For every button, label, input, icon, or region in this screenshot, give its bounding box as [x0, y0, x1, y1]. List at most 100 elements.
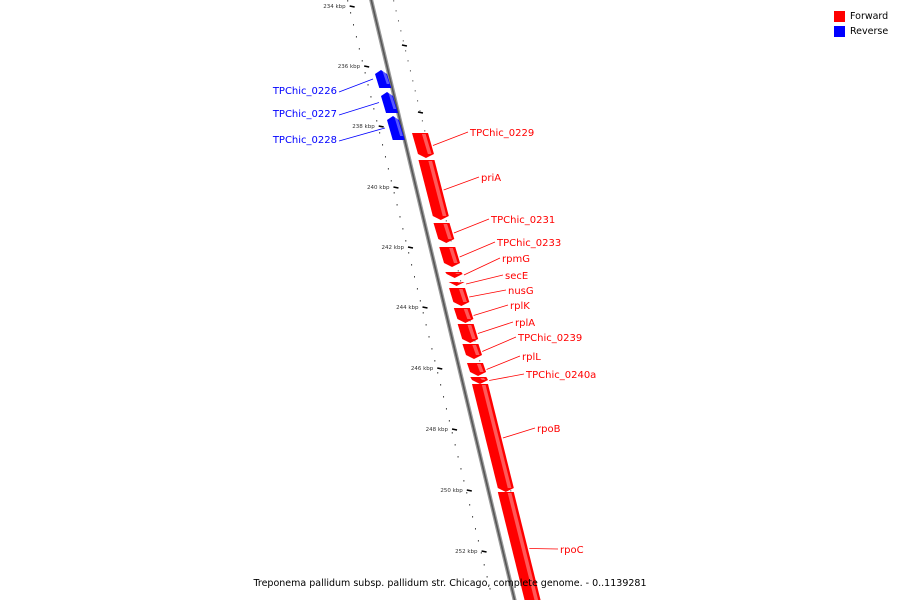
- ruler-dot: [489, 588, 491, 590]
- forward-gene-feature-highlight: [481, 385, 512, 488]
- kbp-tick: [451, 428, 458, 431]
- forward-gene-label: TPChic_0229: [469, 128, 534, 139]
- ruler-dot: [367, 84, 369, 86]
- ruler-dot: [353, 24, 355, 26]
- ruler-dot: [469, 320, 471, 322]
- reverse-gene-label: TPChic_0228: [272, 135, 337, 146]
- ruler-dot: [472, 516, 474, 518]
- forward-gene-feature: [497, 492, 541, 600]
- ruler-dot: [397, 20, 399, 22]
- forward-gene-label: nusG: [508, 286, 534, 297]
- forward-gene-feature-highlight: [467, 325, 476, 339]
- ruler-dot: [358, 48, 360, 50]
- kbp-label: 240 kbp: [367, 185, 390, 191]
- ruler-dot: [428, 336, 430, 338]
- ruler-dot: [400, 30, 402, 32]
- forward-gene-label: rplL: [522, 352, 541, 363]
- ruler-dot: [466, 492, 468, 494]
- forward-gene-feature: [471, 384, 514, 492]
- ruler-dot: [448, 420, 450, 422]
- forward-gene-feature: [453, 308, 474, 323]
- kbp-tick: [364, 65, 370, 68]
- ruler-dot: [390, 180, 392, 182]
- ruler-dot: [486, 576, 488, 578]
- ruler-dot: [355, 36, 357, 38]
- kbp-tick: [466, 489, 472, 492]
- ruler-dot: [379, 132, 381, 134]
- reverse-gene-leader: [338, 102, 380, 116]
- forward-gene-feature: [449, 288, 470, 306]
- forward-gene-leader: [473, 304, 509, 316]
- ruler-dot: [387, 168, 389, 170]
- backbone-line: [370, 0, 516, 600]
- forward-gene-label: secE: [505, 271, 528, 282]
- forward-gene-feature-highlight: [443, 224, 452, 239]
- ruler-dot: [407, 60, 409, 62]
- kbp-tick: [407, 246, 414, 249]
- legend-item-forward: Forward: [834, 9, 890, 24]
- forward-gene-label: priA: [481, 173, 501, 184]
- ruler-dot: [451, 432, 453, 434]
- legend-reverse-label: Reverse: [850, 26, 889, 37]
- ruler-dot: [350, 12, 352, 14]
- ruler-dot: [454, 444, 456, 446]
- ruler-dot: [479, 360, 481, 362]
- forward-gene-leader: [502, 427, 536, 439]
- forward-gene-feature-highlight: [449, 248, 458, 263]
- forward-gene-feature-highlight: [476, 364, 484, 372]
- ruler-dot: [421, 120, 423, 122]
- reverse-gene-feature-highlight: [394, 117, 403, 136]
- ruler-dot: [457, 456, 459, 458]
- kbp-tick: [437, 367, 443, 370]
- ruler-dot: [402, 228, 404, 230]
- forward-gene-label: rpoB: [537, 424, 561, 435]
- forward-gene-leader: [477, 321, 514, 334]
- ruler-dot: [414, 90, 416, 92]
- ruler-dot: [450, 240, 452, 242]
- forward-gene-label: TPChic_0240a: [525, 370, 596, 381]
- forward-gene-leader: [432, 131, 469, 146]
- forward-gene-label: TPChic_0231: [490, 215, 555, 226]
- ruler-dot: [405, 50, 407, 52]
- kbp-label: 236 kbp: [338, 64, 361, 70]
- reverse-gene-label: TPChic_0226: [272, 86, 337, 97]
- ruler-dot: [445, 220, 447, 222]
- forward-gene-leader: [529, 548, 559, 550]
- kbp-label: 238 kbp: [352, 124, 375, 130]
- ruler-dot: [370, 96, 372, 98]
- ruler-tick: [401, 44, 408, 47]
- ruler-dot: [396, 204, 398, 206]
- ruler-dot: [434, 360, 436, 362]
- kbp-tick: [481, 550, 487, 553]
- kbp-label: 244 kbp: [396, 305, 419, 311]
- legend: Forward Reverse: [834, 9, 890, 39]
- kbp-label: 246 kbp: [411, 366, 434, 372]
- ruler-dot: [422, 312, 424, 314]
- ruler-dot: [437, 372, 439, 374]
- forward-gene-feature-highlight: [457, 282, 463, 283]
- ruler-dot: [431, 348, 433, 350]
- forward-gene-label: rplA: [515, 318, 535, 329]
- kbp-tick: [378, 125, 384, 128]
- forward-gene-feature: [445, 272, 463, 278]
- ruler-dot: [474, 340, 476, 342]
- forward-gene-leader: [486, 355, 521, 370]
- reverse-gene-feature: [387, 116, 405, 140]
- forward-gene-leader: [489, 373, 525, 381]
- ruler-dot: [347, 0, 349, 2]
- reverse-gene-leader: [338, 127, 386, 142]
- ruler-dot: [409, 70, 411, 72]
- ruler-dot: [417, 100, 419, 102]
- forward-gene-leader: [482, 336, 517, 352]
- forward-gene-feature: [457, 324, 479, 343]
- forward-gene-label: TPChic_0239: [517, 333, 582, 344]
- ruler-dot: [419, 110, 421, 112]
- reverse-gene-feature: [375, 70, 392, 88]
- ruler-dot: [393, 0, 395, 2]
- kbp-label: 250 kbp: [440, 488, 463, 494]
- kbp-tick: [349, 5, 355, 8]
- forward-gene-leader: [463, 257, 501, 276]
- forward-gene-feature: [418, 160, 449, 220]
- ruler-dot: [480, 552, 482, 554]
- legend-item-reverse: Reverse: [834, 24, 890, 39]
